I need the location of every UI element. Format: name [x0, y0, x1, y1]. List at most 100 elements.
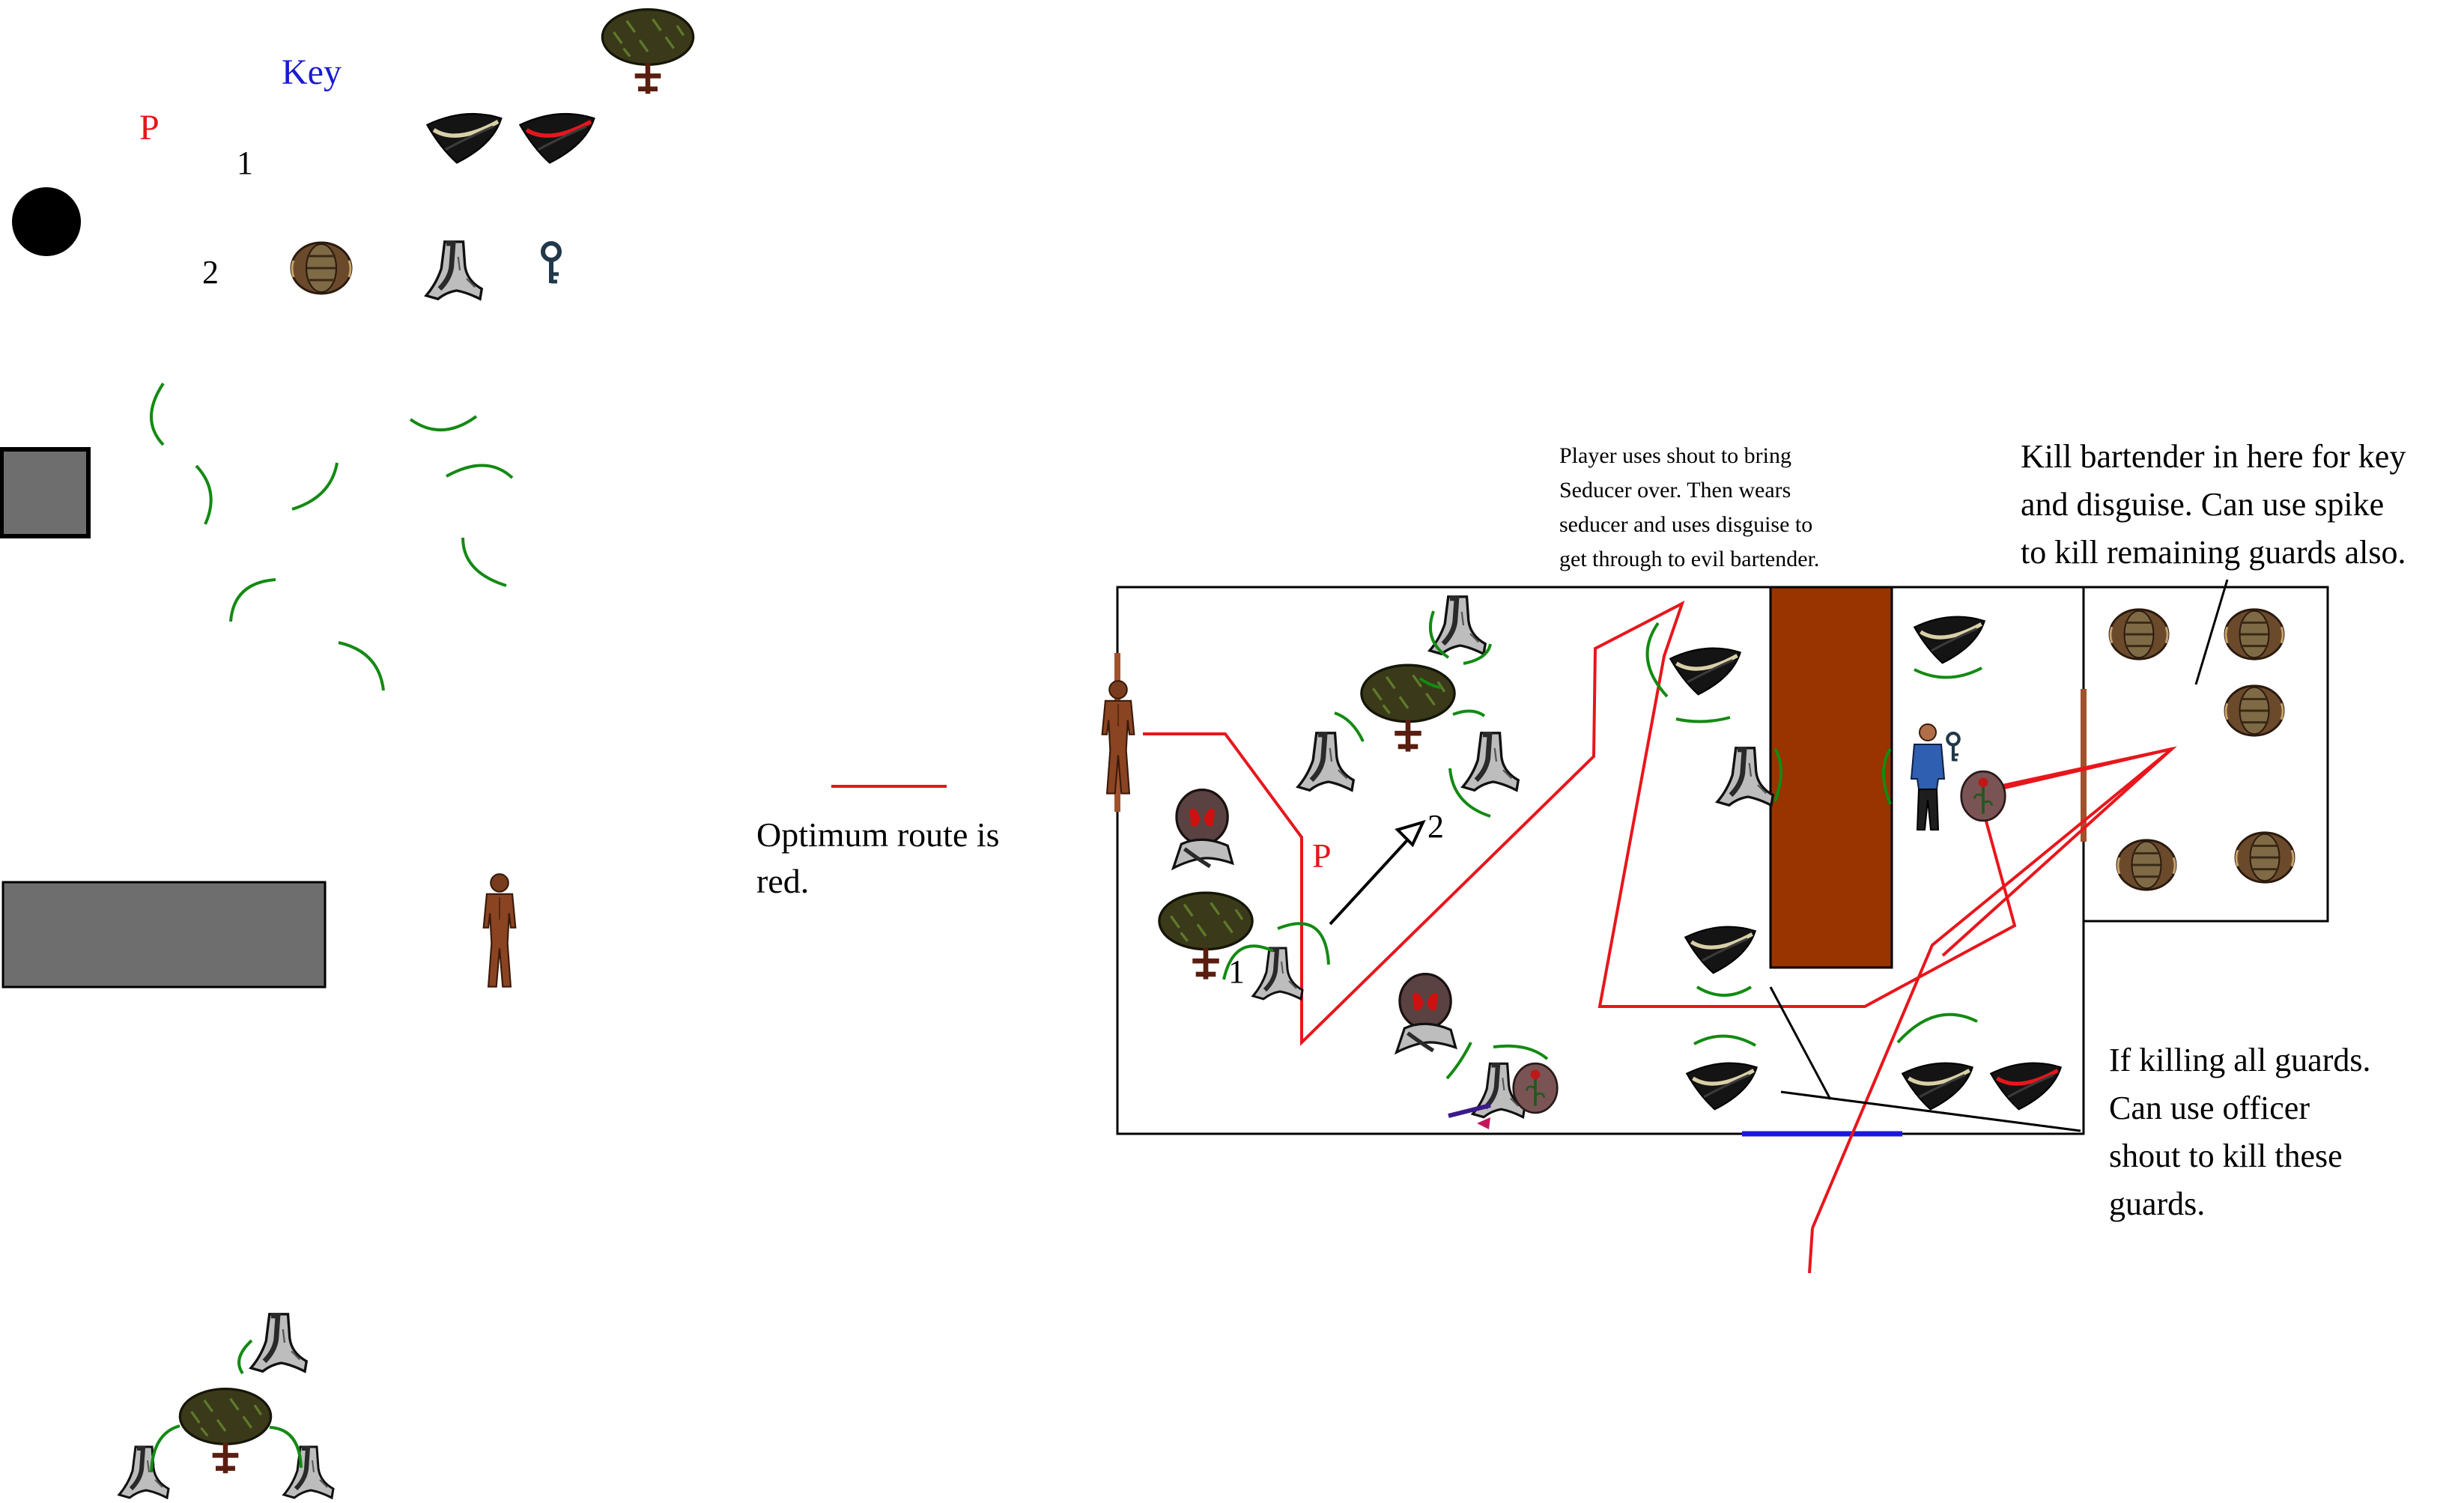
annotation-seducer-line: Player uses shout to bring: [1559, 443, 1791, 468]
annotation-guards-line: shout to kill these: [2109, 1138, 2343, 1174]
optimum-route-exit: [1808, 1227, 1814, 1274]
legend-target-group: [119, 1314, 333, 1498]
annotation-guards-line: If killing all guards.: [2109, 1042, 2371, 1078]
annotation-seducer-line: get through to evil bartender.: [1559, 547, 1819, 571]
annotation-guards: If killing all guards. Can use officer s…: [2109, 1042, 2371, 1222]
vision-arc: [1645, 622, 1669, 698]
legend-officer-tricorn-icon: [520, 114, 594, 163]
map-waypoint-1: 1: [1228, 953, 1245, 990]
route-legend-text-line1: Optimum route is: [756, 816, 1000, 854]
legend-vision-arc: [446, 464, 514, 479]
vision-arc: [1696, 986, 1753, 997]
legend-waypoint-2: 2: [202, 254, 219, 291]
barrel-icon: [2224, 608, 2285, 661]
level-map: P 1 2: [1101, 579, 2329, 1274]
annotation-seducer-line: seducer and uses disguise to: [1559, 512, 1812, 537]
legend-group-target-icon: [180, 1389, 270, 1474]
legend-key-icon: [543, 243, 559, 283]
bartender-icon: [1911, 723, 1945, 831]
vision-arc: [1693, 1034, 1756, 1047]
map-waypoint-2: 2: [1427, 808, 1444, 845]
route-legend: Optimum route is red.: [756, 785, 1000, 900]
legend-guard-spike-icon: [426, 242, 482, 300]
legend-wall-square: [0, 447, 91, 538]
barrel-icon: [2108, 608, 2170, 661]
annotation-bartender-line: and disguise. Can use spike: [2021, 486, 2384, 523]
legend-wall-block: [1, 881, 327, 989]
vision-arc: [1773, 747, 1782, 802]
legend: Key P 1 2: [0, 10, 694, 1498]
legend-title: Key: [282, 52, 342, 92]
legend-vision-arc: [338, 641, 385, 691]
barrel-icon: [2116, 839, 2177, 891]
legend-black-dot: [12, 187, 81, 256]
pointer-line: [1769, 986, 1832, 1100]
main-room: [1116, 586, 2085, 1135]
legend-group-guard-spike-icon: [284, 1447, 333, 1498]
disguise-rose-icon: [1959, 770, 2007, 822]
legend-vision-arc: [195, 464, 213, 525]
legend-group-vision-arc: [150, 1424, 180, 1473]
route-legend-text-line2: red.: [756, 862, 809, 900]
annotation-seducer: Player uses shout to bring Seducer over.…: [1559, 443, 1819, 571]
legend-waypoint-1: 1: [237, 145, 253, 181]
key-icon: [1947, 733, 1958, 761]
legend-vision-arc: [409, 415, 478, 432]
target-tree-icon: [1362, 665, 1454, 751]
guard-spike-icon: [1463, 733, 1518, 791]
guard-spike-icon: [1717, 748, 1773, 806]
annotation-bartender: Kill bartender in here for key and disgu…: [2021, 438, 2406, 571]
legend-player-icon: [482, 873, 517, 988]
guard-tricorn-icon: [1685, 927, 1756, 974]
legend-vision-arc: [150, 382, 165, 446]
vision-arc: [1429, 610, 1450, 659]
dropped-item-tip: [1477, 1117, 1490, 1129]
barrel-icon: [2224, 684, 2285, 737]
legend-vision-arc: [291, 462, 339, 511]
legend-vision-arcs: [150, 382, 514, 691]
map-player-marker: P: [1312, 836, 1332, 875]
guard-tricorn-icon: [1902, 1063, 1973, 1110]
legend-group-vision-arc: [269, 1426, 303, 1469]
legend-barrel-icon: [290, 241, 353, 295]
guard-tricorn-icon: [1670, 649, 1741, 695]
legend-vision-arc: [229, 578, 276, 622]
seducer-icon: [1397, 974, 1456, 1053]
vision-arc: [1463, 643, 1492, 665]
vision-arc: [1222, 944, 1274, 980]
legend-group-guard-spike-icon: [251, 1314, 306, 1372]
vision-arc: [1452, 709, 1486, 717]
waypoint-arrow: [1329, 830, 1417, 926]
vision-arc: [1448, 768, 1491, 818]
waypoint-arrow-head: [1395, 819, 1426, 848]
seducer-icon: [1174, 790, 1233, 869]
annotation-guards-line: guards.: [2109, 1185, 2205, 1222]
annotation-bartender-line: to kill remaining guards also.: [2021, 534, 2406, 571]
vision-arc: [1675, 716, 1731, 723]
pointer-line: [2194, 579, 2229, 685]
bar-counter: [1769, 586, 1893, 969]
dropped-item: [1448, 1103, 1491, 1118]
legend-group-vision-arc: [237, 1339, 253, 1375]
vision-arc: [1277, 922, 1330, 965]
legend-vision-arc: [461, 537, 507, 587]
legend-group-guard-spike-icon: [119, 1447, 169, 1498]
vision-arc: [1914, 667, 1982, 679]
annotation-bartender-line: Kill bartender in here for key: [2021, 438, 2406, 475]
disguise-rose-icon: [1511, 1062, 1559, 1114]
optimum-route-backroom: [1941, 746, 2177, 957]
vision-arc: [1493, 1044, 1549, 1060]
guard-spike-icon: [1253, 948, 1302, 999]
barrel-icon: [2234, 831, 2295, 884]
vision-arcs: [1222, 610, 1982, 1080]
pointer-line: [1780, 1090, 2081, 1132]
guard-spike-icon: [1298, 733, 1353, 791]
vision-arc: [1334, 711, 1365, 742]
legend-player-marker: P: [139, 108, 160, 148]
vision-arc: [1418, 677, 1442, 689]
annotation-guards-line: Can use officer: [2109, 1090, 2310, 1126]
vision-arc: [1896, 1012, 1978, 1044]
officer-tricorn-icon: [1991, 1063, 2061, 1110]
guard-tricorn-icon: [1687, 1063, 1757, 1110]
